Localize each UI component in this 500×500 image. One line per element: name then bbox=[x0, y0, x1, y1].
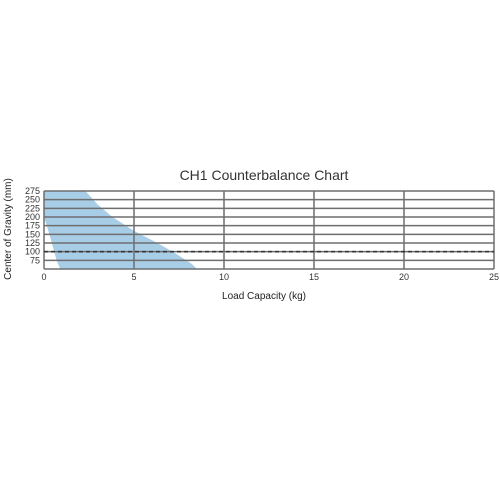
y-tick-label: 175 bbox=[25, 221, 40, 231]
x-tick-label: 0 bbox=[41, 272, 46, 282]
y-tick-label: 225 bbox=[25, 203, 40, 213]
x-tick-label: 5 bbox=[131, 272, 136, 282]
y-tick-label: 275 bbox=[25, 186, 40, 196]
shaded-region-layer bbox=[44, 191, 197, 269]
y-tick-label: 150 bbox=[25, 229, 40, 239]
x-tick-label: 15 bbox=[309, 272, 319, 282]
y-tick-label: 125 bbox=[25, 238, 40, 248]
safe-zone-area bbox=[44, 191, 197, 269]
y-tick-label: 200 bbox=[25, 212, 40, 222]
x-tick-label: 25 bbox=[489, 272, 499, 282]
x-axis-label: Load Capacity (kg) bbox=[222, 291, 306, 302]
y-axis-label: Center of Gravity (mm) bbox=[3, 178, 14, 280]
x-tick-label: 20 bbox=[399, 272, 409, 282]
y-tick-label: 75 bbox=[30, 255, 40, 265]
x-tick-label: 10 bbox=[219, 272, 229, 282]
y-tick-label: 100 bbox=[25, 247, 40, 257]
chart-title: CH1 Counterbalance Chart bbox=[180, 167, 349, 183]
grid-lines bbox=[43, 190, 495, 270]
y-tick-label: 250 bbox=[25, 195, 40, 205]
